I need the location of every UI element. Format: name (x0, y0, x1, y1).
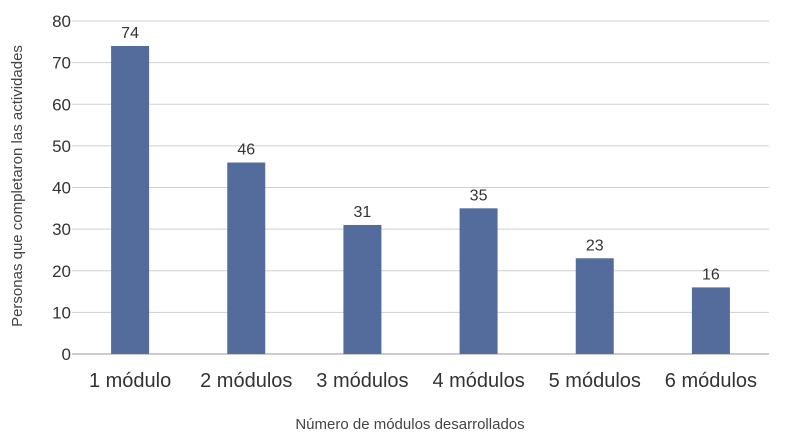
gridlines (72, 20, 769, 355)
y-tick-label: 40 (52, 179, 71, 198)
bar-5 (575, 258, 614, 354)
bar-6 (691, 287, 730, 354)
data-labels: 74 46 31 35 23 16 (121, 25, 720, 283)
category-label-3: 3 módulos (316, 370, 408, 392)
bar-4 (459, 208, 498, 354)
bar-3 (343, 224, 382, 354)
y-axis-ticks: 0 10 20 30 40 50 60 70 80 (52, 12, 71, 364)
y-tick-label: 30 (52, 220, 71, 239)
y-axis-title: Personas que completaron las actividades (9, 45, 26, 327)
data-label-2: 46 (237, 142, 255, 159)
data-label-5: 23 (586, 237, 604, 254)
y-tick-label: 50 (52, 137, 71, 156)
category-label-4: 4 módulos (432, 370, 524, 392)
data-label-4: 35 (470, 187, 488, 204)
y-tick-label: 20 (52, 262, 71, 281)
category-label-1: 1 módulo (89, 370, 171, 392)
y-tick-label: 70 (52, 54, 71, 73)
x-axis-title: Número de módulos desarrollados (295, 416, 524, 433)
x-axis-categories: 1 módulo 2 módulos 3 módulos 4 módulos 5 mód… (89, 370, 757, 392)
data-label-3: 31 (354, 204, 372, 221)
y-tick-label: 60 (52, 95, 71, 114)
y-tick-label: 80 (52, 12, 71, 31)
category-label-2: 2 módulos (200, 370, 292, 392)
bar-2 (227, 162, 266, 354)
y-tick-label: 10 (52, 303, 71, 322)
data-label-1: 74 (121, 25, 139, 42)
bars (111, 45, 730, 354)
y-tick-label: 0 (62, 345, 71, 364)
category-label-5: 5 módulos (549, 370, 641, 392)
bar-1 (111, 45, 150, 354)
data-label-6: 16 (702, 266, 720, 283)
category-label-6: 6 módulos (665, 370, 757, 392)
